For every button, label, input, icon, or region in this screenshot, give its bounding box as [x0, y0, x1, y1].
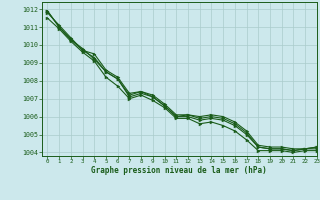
X-axis label: Graphe pression niveau de la mer (hPa): Graphe pression niveau de la mer (hPa): [91, 166, 267, 175]
